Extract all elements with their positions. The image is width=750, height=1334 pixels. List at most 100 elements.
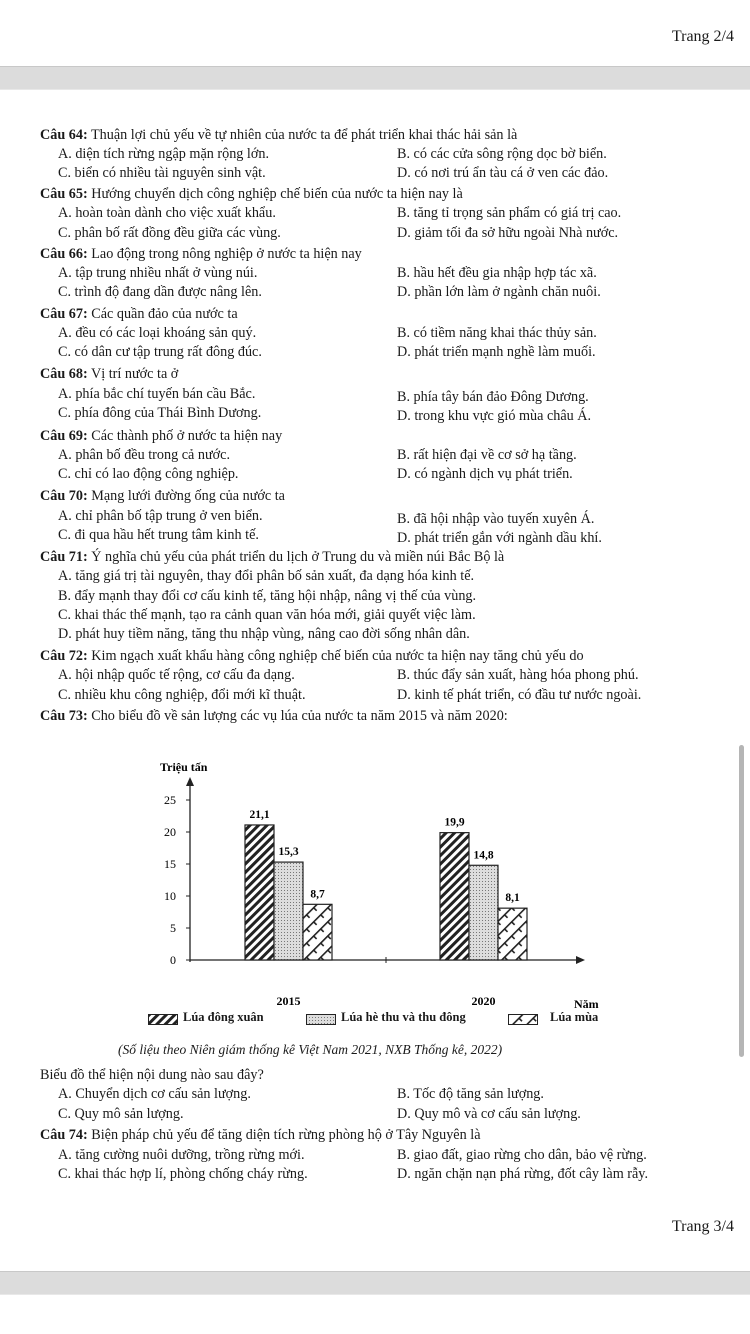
answer-option-B: B. Tốc độ tăng sản lượng. xyxy=(397,1086,544,1102)
question-1: Câu 65: Hướng chuyển dịch công nghiệp ch… xyxy=(40,186,463,203)
answer-option-C: C. trình độ đang dần được nâng lên. xyxy=(58,284,262,300)
data-label: 8,1 xyxy=(505,892,520,904)
answer-option-A: A. diện tích rừng ngập mặn rộng lớn. xyxy=(58,146,270,162)
data-label: 19,9 xyxy=(444,817,464,829)
question-number: Câu 70: xyxy=(40,488,88,504)
question-text: Cho biểu đồ về sản lượng các vụ lúa của … xyxy=(91,708,508,724)
question-text: Vị trí nước ta ở xyxy=(91,366,179,382)
legend-swatch-2 xyxy=(508,1014,538,1025)
question-6: Câu 70: Mạng lưới đường ống của nước ta xyxy=(40,488,285,505)
data-label: 8,7 xyxy=(310,888,325,900)
question-text: Mạng lưới đường ống của nước ta xyxy=(91,488,285,504)
answer-option-D: D. phát huy tiềm năng, tăng thu nhập vùn… xyxy=(58,626,470,642)
bar-2020-2 xyxy=(497,907,528,961)
answer-option-C: C. biển có nhiều tài nguyên sinh vật. xyxy=(58,165,266,181)
question-text: Thuận lợi chủ yếu về tự nhiên của nước t… xyxy=(91,127,518,143)
question-prompt: Biểu đồ thể hiện nội dung nào sau đây? xyxy=(40,1067,264,1083)
y-tick-label: 5 xyxy=(170,921,176,935)
answer-option-B: B. giao đất, giao rừng cho dân, bảo vệ r… xyxy=(397,1147,647,1163)
question-0: Câu 64: Thuận lợi chủ yếu về tự nhiên củ… xyxy=(40,127,517,144)
question-text: Hướng chuyển dịch công nghiệp chế biến c… xyxy=(91,186,463,202)
answer-option-A: A. Chuyển dịch cơ cấu sản lượng. xyxy=(58,1086,251,1102)
chart-source: (Số liệu theo Niên giám thống kê Việt Na… xyxy=(118,1042,503,1057)
question-number: Câu 67: xyxy=(40,306,88,322)
question-4: Câu 68: Vị trí nước ta ở xyxy=(40,366,178,383)
answer-option-A: A. hội nhập quốc tế rộng, cơ cấu đa dạng… xyxy=(58,667,295,683)
page-separator xyxy=(0,66,750,90)
y-axis-label: Triệu tấn xyxy=(160,760,208,774)
answer-option-C: C. khai thác thế mạnh, tạo ra cảnh quan … xyxy=(58,607,476,623)
answer-option-C: C. nhiều khu công nghiệp, đổi mới kĩ thu… xyxy=(58,687,306,703)
x-tick-label: 2015 xyxy=(277,994,301,1008)
x-tick-label: 2020 xyxy=(472,994,496,1008)
question-text: Lao động trong nông nghiệp ở nước ta hiệ… xyxy=(91,246,362,262)
data-label: 21,1 xyxy=(249,809,269,821)
bar-2020-0 xyxy=(439,832,470,961)
answer-option-A: A. chỉ phân bố tập trung ở ven biển. xyxy=(58,508,263,524)
answer-option-A: A. đều có các loại khoáng sản quý. xyxy=(58,325,257,341)
bar-2015-0 xyxy=(244,824,275,961)
question-text: Các thành phố ở nước ta hiện nay xyxy=(91,428,283,444)
question-number: Câu 71: xyxy=(40,549,88,565)
answer-option-D: D. phần lớn làm ở ngành chăn nuôi. xyxy=(397,284,601,300)
question-7: Câu 71: Ý nghĩa chủ yếu của phát triển d… xyxy=(40,549,504,566)
y-tick-label: 10 xyxy=(164,889,176,903)
legend-swatch-0 xyxy=(148,1014,178,1025)
scrollbar[interactable] xyxy=(739,745,744,1057)
y-tick-label: 15 xyxy=(164,857,176,871)
answer-option-A: A. tăng giá trị tài nguyên, thay đổi phâ… xyxy=(58,568,475,584)
question-text: Ý nghĩa chủ yếu của phát triển du lịch ở… xyxy=(91,549,505,565)
answer-option-D: D. Quy mô và cơ cấu sản lượng. xyxy=(397,1106,581,1122)
page-number-3: Trang 3/4 xyxy=(671,1218,734,1235)
question-text: Biện pháp chủ yếu để tăng diện tích rừng… xyxy=(91,1127,481,1143)
bar-2020-1 xyxy=(468,864,499,961)
answer-option-B: B. có tiềm năng khai thác thủy sản. xyxy=(397,325,597,341)
answer-option-D: D. trong khu vực gió mùa châu Á. xyxy=(397,408,592,424)
answer-option-D: D. ngăn chặn nạn phá rừng, đốt cây làm r… xyxy=(397,1166,649,1182)
answer-option-D: D. kinh tế phát triển, có đầu tư nước ng… xyxy=(397,687,642,703)
answer-option-B: B. đã hội nhập vào tuyến xuyên Á. xyxy=(397,511,595,527)
answer-option-D: D. phát triển mạnh nghề làm muối. xyxy=(397,344,596,360)
answer-option-C: C. khai thác hợp lí, phòng chống cháy rừ… xyxy=(58,1166,308,1182)
page-number-2: Trang 2/4 xyxy=(671,28,734,45)
page-separator xyxy=(0,1271,750,1295)
answer-option-D: D. phát triển gắn với ngành dầu khí. xyxy=(397,530,602,546)
question-2: Câu 66: Lao động trong nông nghiệp ở nướ… xyxy=(40,246,362,263)
legend-label-1: Lúa hè thu và thu đông xyxy=(341,1010,466,1024)
data-label: 15,3 xyxy=(278,846,298,858)
answer-option-C: C. Quy mô sản lượng. xyxy=(58,1106,184,1122)
question-number: Câu 69: xyxy=(40,428,88,444)
question-text: Các quần đảo của nước ta xyxy=(91,306,238,322)
question-number: Câu 66: xyxy=(40,246,88,262)
answer-option-D: D. giảm tối đa sở hữu ngoài Nhà nước. xyxy=(397,225,619,241)
bar-2015-2 xyxy=(302,903,333,961)
y-axis-arrow xyxy=(186,777,194,786)
answer-option-B: B. thúc đẩy sản xuất, hàng hóa phong phú… xyxy=(397,667,639,683)
x-axis-arrow xyxy=(576,956,585,964)
question-3: Câu 67: Các quần đảo của nước ta xyxy=(40,306,238,323)
bar-chart: Triệu tấn 0 5 10 15 20 25 2015 21,1 15,3 8,7 2020 1… xyxy=(160,760,599,1011)
answer-option-A: A. phân bố đều trong cả nước. xyxy=(58,447,230,463)
question-number: Câu 68: xyxy=(40,366,88,382)
question-number: Câu 74: xyxy=(40,1127,88,1143)
answer-option-C: C. phía đông của Thái Bình Dương. xyxy=(58,405,262,421)
answer-option-B: B. tăng tỉ trọng sản phẩm có giá trị cao… xyxy=(397,205,622,221)
answer-option-C: C. phân bố rất đồng đều giữa các vùng. xyxy=(58,225,281,241)
y-tick-label: 25 xyxy=(164,793,176,807)
answer-option-B: B. đẩy mạnh thay đổi cơ cấu kinh tế, tăn… xyxy=(58,588,477,604)
answer-option-B: B. rất hiện đại về cơ sở hạ tầng. xyxy=(397,447,577,463)
answer-option-A: A. tập trung nhiều nhất ở vùng núi. xyxy=(58,265,258,281)
answer-option-B: B. hầu hết đều gia nhập hợp tác xã. xyxy=(397,265,597,281)
y-tick-label: 0 xyxy=(170,953,176,967)
answer-option-C: C. đi qua hầu hết trung tâm kinh tế. xyxy=(58,527,259,543)
legend-label-0: Lúa đông xuân xyxy=(183,1010,264,1024)
question-number: Câu 73: xyxy=(40,708,88,724)
answer-option-A: A. tăng cường nuôi dưỡng, trồng rừng mới… xyxy=(58,1147,305,1163)
answer-option-D: D. có ngành dịch vụ phát triển. xyxy=(397,466,573,482)
x-axis-label: Năm xyxy=(574,997,599,1011)
answer-option-A: A. hoàn toàn dành cho việc xuất khẩu. xyxy=(58,205,276,221)
legend-swatch-1 xyxy=(306,1014,336,1025)
answer-option-D: D. có nơi trú ẩn tàu cá ở ven các đảo. xyxy=(397,165,609,181)
answer-option-C: C. có dân cư tập trung rất đông đúc. xyxy=(58,344,262,360)
answer-option-B: B. có các cửa sông rộng dọc bờ biển. xyxy=(397,146,607,162)
